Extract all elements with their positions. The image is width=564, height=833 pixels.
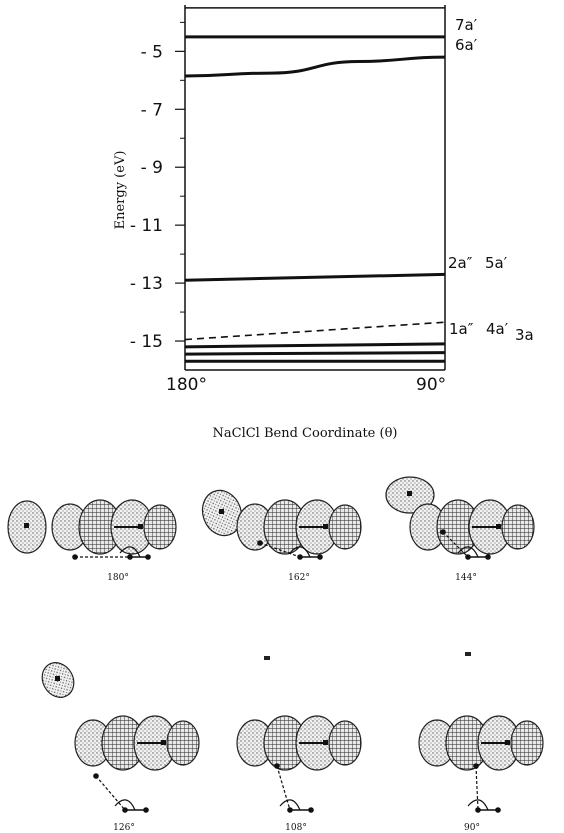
schematic-atom-4-0 <box>274 763 280 769</box>
y-axis-title: Energy (eV) <box>113 151 128 230</box>
schematic-atom-4-2 <box>308 807 314 813</box>
sodium-marker-1 <box>219 509 224 514</box>
schematic-atom-0-1 <box>127 554 133 560</box>
orbital-label-1a2: 1a″ <box>449 320 474 338</box>
energy-level-line-5 <box>184 342 446 349</box>
schematic-atom-4-1 <box>287 807 293 813</box>
schematic-atom-2-0 <box>440 529 446 535</box>
orbital-label-3a: 3a <box>515 326 534 344</box>
schematic-angle-arc-5 <box>467 799 489 811</box>
energy-level-line-6 <box>184 351 446 356</box>
y-tick-label-0: - 5 <box>141 42 163 62</box>
orbital-lobe-5-3 <box>510 720 544 766</box>
orbital-lobe-1-3 <box>328 504 362 550</box>
schematic-atom-2-1 <box>465 554 471 560</box>
atom-marker-0 <box>138 524 143 529</box>
sodium-speck-108 <box>264 656 270 660</box>
atom-marker-3 <box>161 740 166 745</box>
atom-marker-2 <box>496 524 501 529</box>
orbital-label-2a2: 2a″ <box>448 254 473 272</box>
angle-label-126: 126° <box>113 823 135 833</box>
y-tick-label-1: - 7 <box>141 100 163 120</box>
schematic-atom-2-2 <box>485 554 491 560</box>
x-axis-title: NaClCl Bend Coordinate (θ) <box>213 426 398 441</box>
orbital-panel-162 <box>201 489 362 560</box>
energy-level-line-3 <box>184 272 446 282</box>
schematic-atom-5-1 <box>475 807 481 813</box>
schematic-angle-arc-0 <box>119 546 141 558</box>
energy-level-chart: - 5 - 7 - 9 - 11 - 13 - 15 Energy (eV) 180° 9… <box>113 5 534 441</box>
energy-level-line-4 <box>184 321 446 341</box>
schematic-dashed-bond-1 <box>259 542 301 558</box>
schematic-atom-3-2 <box>143 807 149 813</box>
schematic-atom-3-1 <box>122 807 128 813</box>
orbital-lobe-4-3 <box>328 720 362 766</box>
schematic-atom-1-0 <box>257 540 263 546</box>
orbital-panel-126 <box>41 662 200 813</box>
atom-marker-5 <box>505 740 510 745</box>
orbital-label-5a: 5a′ <box>485 254 508 272</box>
atom-marker-4 <box>323 740 328 745</box>
schematic-atom-1-2 <box>317 554 323 560</box>
schematic-angle-arc-3 <box>114 799 136 811</box>
schematic-dashed-bond-5 <box>475 765 479 811</box>
schematic-atom-3-0 <box>93 773 99 779</box>
y-tick-label-2: - 9 <box>141 158 163 178</box>
angle-label-162: 162° <box>288 573 310 583</box>
orbital-panel-180 <box>7 499 177 560</box>
angle-label-180: 180° <box>107 573 129 583</box>
orbital-label-4a: 4a′ <box>486 320 509 338</box>
schematic-atom-0-2 <box>145 554 151 560</box>
orbital-lobe-3-3 <box>166 720 200 766</box>
schematic-atom-1-1 <box>297 554 303 560</box>
schematic-angle-arc-1 <box>289 546 311 558</box>
orbital-panel-144 <box>385 476 535 560</box>
schematic-atom-0-0 <box>72 554 78 560</box>
angle-label-108: 108° <box>285 823 307 833</box>
orbital-lobe-2-3 <box>501 504 535 550</box>
schematic-atom-5-2 <box>495 807 501 813</box>
angle-label-144: 144° <box>455 573 477 583</box>
orbital-panel-108 <box>236 656 362 813</box>
y-tick-label-5: - 15 <box>130 332 163 352</box>
schematic-dashed-bond-2 <box>442 531 469 558</box>
schematic-angle-arc-4 <box>279 799 301 811</box>
schematic-angle-arc-2 <box>457 546 479 558</box>
orbital-label-6a: 6a′ <box>455 36 478 54</box>
energy-level-line-2 <box>184 55 446 78</box>
sodium-speck-90 <box>465 652 471 656</box>
schematic-dashed-bond-4 <box>276 765 291 811</box>
x-tick-label-0: 180° <box>166 375 207 395</box>
atom-marker-1 <box>323 524 328 529</box>
schematic-dashed-bond-3 <box>95 775 126 811</box>
sodium-marker-0 <box>24 523 29 528</box>
orbital-lobe-0-3 <box>143 504 177 550</box>
sodium-marker-2 <box>407 491 412 496</box>
y-tick-label-3: - 11 <box>130 216 163 236</box>
x-tick-label-1: 90° <box>416 375 446 395</box>
orbital-panel-90 <box>418 652 544 813</box>
y-tick-label-4: - 13 <box>130 274 163 294</box>
sodium-marker-3 <box>55 676 60 681</box>
schematic-atom-5-0 <box>473 763 479 769</box>
orbital-label-7a: 7a′ <box>455 16 478 34</box>
angle-label-90: 90° <box>464 823 480 833</box>
